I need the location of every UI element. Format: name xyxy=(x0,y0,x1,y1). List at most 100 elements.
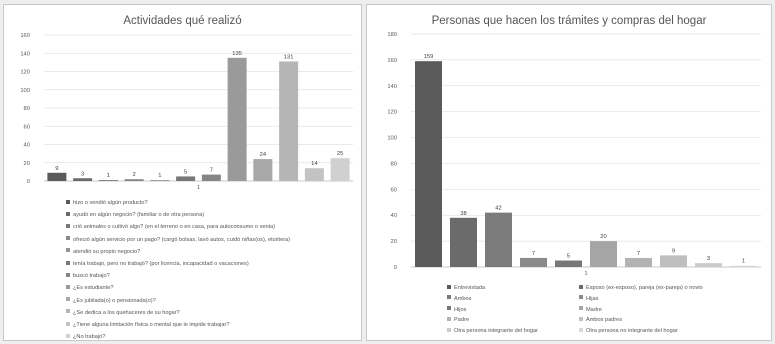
legend-item: ofreció algún servicio por un pago? (car… xyxy=(66,236,291,244)
legend-label: ofreció algún servicio por un pago? (car… xyxy=(73,236,291,243)
legend-swatch xyxy=(579,306,583,311)
legend-swatch xyxy=(66,284,70,289)
legend-item: ¿Se dedica a los quehaceres de su hogar? xyxy=(66,309,180,317)
legend-item: Hijos xyxy=(447,306,467,314)
legend-item: tenía trabajo, pero no trabajó? (por lic… xyxy=(66,260,249,268)
bar-chart-errands: 0 20 40 60 80 100 120 140 160 180 159 38 42 7 5 20 7 9 3 1 1 xyxy=(387,32,761,277)
legend-label: Hijas xyxy=(586,295,599,302)
legend-swatch xyxy=(66,260,70,265)
legend-label: ayudó en algún negocio? (familiar o de o… xyxy=(73,212,205,219)
y-tick-label: 140 xyxy=(20,51,30,57)
data-label: 131 xyxy=(284,54,294,60)
legend-item: Otra persona integrante del hogar xyxy=(447,327,538,335)
legend-item: Padre xyxy=(447,316,469,324)
legend-label: Madre xyxy=(586,306,602,313)
bar-chart-activities: 0 20 40 60 80 100 120 140 160 9 3 1 2 1 5 7 135 24 131 14 25… xyxy=(20,33,353,191)
y-tick-label: 100 xyxy=(387,136,397,142)
legend-swatch xyxy=(66,297,70,302)
data-label: 38 xyxy=(460,211,466,217)
data-label: 7 xyxy=(637,251,640,257)
data-label: 2 xyxy=(133,172,136,178)
legend-label: ¿No trabajó? xyxy=(73,334,106,341)
legend-label: ¿Se dedica a los quehaceres de su hogar? xyxy=(73,309,180,316)
legend-label: crió animales o cultivó algo? (en el ter… xyxy=(73,224,276,231)
chart-panel-errands: Personas que hacen los trámites y compra… xyxy=(366,4,772,341)
chart-title: Personas que hacen los trámites y compra… xyxy=(431,15,707,27)
chart-panel-activities: Actividades qué realizó 0 20 40 60 80 100 120 1… xyxy=(3,4,362,341)
legend-label: Ambos xyxy=(454,295,472,302)
x-tick-label: 1 xyxy=(197,185,200,191)
bar-5 xyxy=(150,180,170,181)
y-tick-label: 180 xyxy=(387,32,397,38)
legend-item: Hijas xyxy=(579,295,599,303)
legend-item: Otra persona no integrante del hogar xyxy=(579,327,678,335)
data-label: 25 xyxy=(337,151,343,157)
data-label: 5 xyxy=(567,254,570,260)
legend-swatch xyxy=(66,309,70,314)
legend-item: ¿Es estudiante? xyxy=(66,284,113,292)
bar-2 xyxy=(73,178,93,181)
chart-title: Actividades qué realizó xyxy=(123,15,242,27)
y-tick-label: 80 xyxy=(391,161,397,167)
data-label: 14 xyxy=(311,161,318,167)
data-label: 159 xyxy=(424,54,434,60)
legend-swatch xyxy=(66,223,70,228)
y-tick-label: 160 xyxy=(387,58,397,64)
legend-item: buscó trabajo? xyxy=(66,272,110,280)
legend-label: atendió su propio negocio? xyxy=(73,248,141,255)
y-tick-label: 80 xyxy=(24,106,30,112)
legend-label: Otra persona no integrante del hogar xyxy=(586,328,678,335)
bar-6 xyxy=(176,176,196,181)
legend-label: Padre xyxy=(454,317,469,324)
legend-label: ¿Tiene alguna limitación física o mental… xyxy=(73,322,230,328)
legend-swatch xyxy=(66,236,70,241)
legend-swatch xyxy=(579,316,583,321)
y-tick-label: 160 xyxy=(20,33,30,39)
legend-item: ayudó en algún negocio? (familiar o de o… xyxy=(66,211,205,219)
bar-2 xyxy=(450,217,477,267)
legend-swatch xyxy=(66,248,70,253)
legend-swatch xyxy=(579,295,583,300)
data-label: 135 xyxy=(232,51,242,57)
data-label: 5 xyxy=(184,169,187,175)
data-label: 24 xyxy=(260,152,267,158)
data-label: 42 xyxy=(495,206,501,212)
legend-swatch xyxy=(447,295,451,300)
y-tick-label: 60 xyxy=(391,187,397,193)
bar-1 xyxy=(415,61,442,267)
legend-swatch xyxy=(579,284,583,289)
y-tick-label: 20 xyxy=(391,239,397,245)
data-label: 1 xyxy=(742,259,745,265)
bar-5 xyxy=(555,260,582,267)
y-tick-label: 120 xyxy=(20,70,30,76)
bar-8 xyxy=(227,57,247,181)
legend-swatch xyxy=(447,306,451,311)
legend-swatch xyxy=(447,316,451,321)
data-label: 9 xyxy=(672,248,675,254)
data-label: 1 xyxy=(158,173,161,179)
y-tick-label: 60 xyxy=(24,124,30,130)
legend-label: Hijos xyxy=(454,306,467,313)
legend-label: Ambos padres xyxy=(586,317,623,324)
y-tick-label: 40 xyxy=(391,213,397,219)
legend-swatch xyxy=(66,333,70,338)
legend-swatch xyxy=(66,272,70,277)
legend-label: Otra persona integrante del hogar xyxy=(454,328,538,335)
legend-swatch xyxy=(66,321,70,326)
bar-9 xyxy=(695,263,722,267)
legend-item: atendió su propio negocio? xyxy=(66,248,141,256)
data-label: 7 xyxy=(532,251,535,257)
legend-item: Ambos padres xyxy=(579,316,623,324)
bar-9 xyxy=(253,159,273,181)
legend-item: Madre xyxy=(579,306,602,314)
legend-label: hizo o vendió algún producto? xyxy=(73,200,148,206)
legend-label: Entrevistada xyxy=(454,285,486,291)
data-label: 3 xyxy=(81,171,84,177)
legend-swatch xyxy=(66,211,70,216)
bar-4 xyxy=(520,257,547,267)
legend-swatch xyxy=(579,327,583,332)
bar-7 xyxy=(625,257,652,267)
bar-7 xyxy=(201,174,221,181)
x-tick-label: 1 xyxy=(584,271,587,277)
data-label: 7 xyxy=(210,168,213,174)
